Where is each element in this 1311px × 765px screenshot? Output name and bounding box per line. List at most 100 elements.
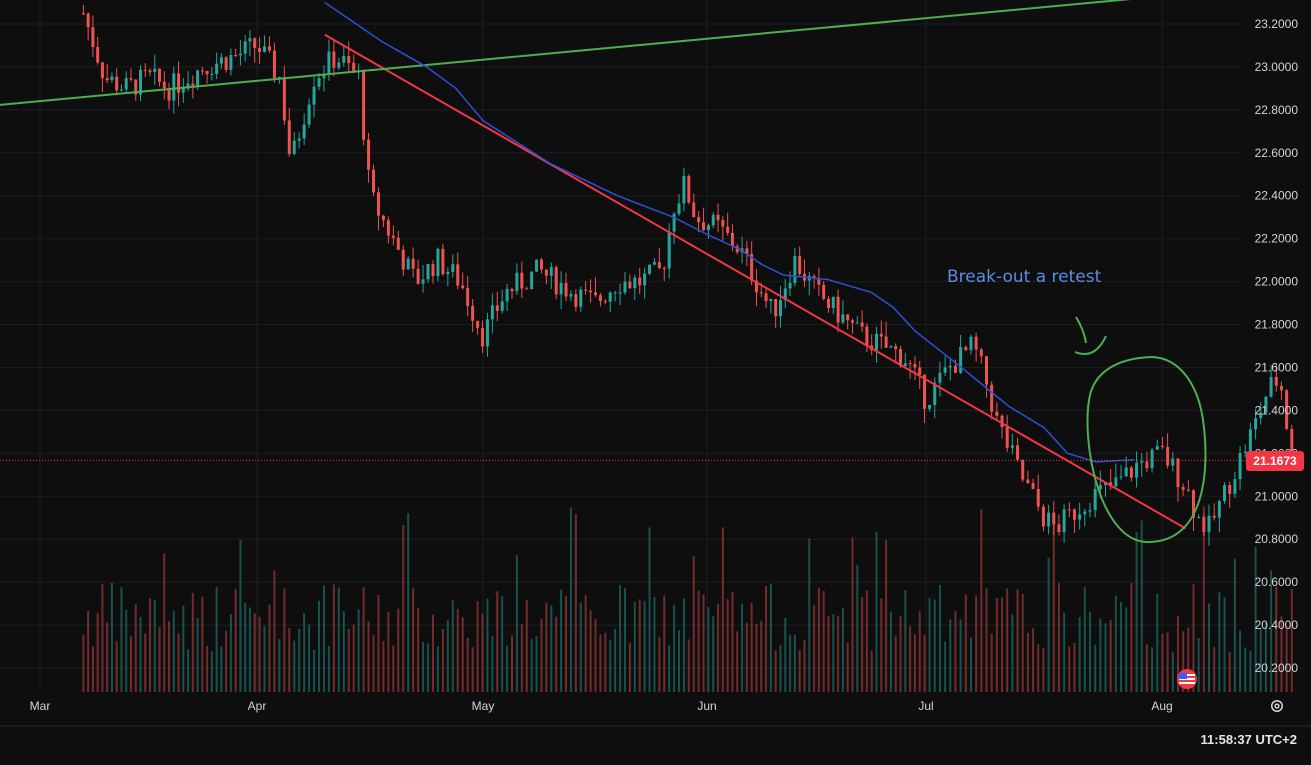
- volume-bar: [1285, 625, 1288, 692]
- candle-body: [759, 292, 763, 294]
- volume-bar: [288, 627, 291, 692]
- candle-body: [1114, 477, 1118, 487]
- candle-body: [1052, 512, 1056, 525]
- candle-body: [1279, 385, 1283, 391]
- candle-body: [687, 175, 691, 203]
- volume-bar: [1109, 620, 1112, 692]
- ascending-support-line[interactable]: [0, 0, 1162, 106]
- candle-body: [490, 305, 494, 320]
- volume-bar: [1130, 583, 1133, 692]
- volume-bar: [1068, 646, 1071, 692]
- candle-body: [381, 215, 385, 221]
- volume-bar: [322, 585, 325, 692]
- candle-body: [1176, 458, 1180, 488]
- candle-body: [1119, 476, 1123, 478]
- candle-body: [974, 336, 978, 350]
- volume-bar: [980, 509, 983, 692]
- candle-body: [1186, 489, 1190, 491]
- volume-bar: [515, 555, 518, 692]
- candle-body: [495, 305, 499, 311]
- volume-bar: [745, 622, 748, 692]
- candle-body: [263, 46, 267, 52]
- candle-body: [167, 88, 171, 101]
- candle-body: [559, 282, 563, 295]
- volume-bar: [969, 637, 972, 692]
- candle-body: [219, 57, 223, 64]
- candle-body: [177, 73, 181, 93]
- volume-bar: [1073, 642, 1076, 692]
- candle-body: [618, 292, 622, 294]
- volume-bar: [422, 641, 425, 692]
- candle-body: [471, 305, 475, 321]
- volume-bar: [407, 513, 410, 692]
- candle-body: [1233, 479, 1237, 494]
- candle-body: [530, 271, 534, 290]
- volume-bar: [697, 590, 700, 692]
- volume-bar: [1166, 632, 1169, 692]
- candle-body: [1000, 415, 1004, 428]
- candle-body: [544, 269, 548, 276]
- volume-bar: [793, 634, 796, 692]
- us-flag-icon[interactable]: [1176, 668, 1198, 690]
- candle-body: [1072, 509, 1076, 520]
- candle-body: [643, 273, 647, 286]
- volume-bar: [579, 602, 582, 692]
- volume-bar: [1171, 651, 1174, 692]
- candle-body: [860, 322, 864, 327]
- gear-icon[interactable]: [1268, 697, 1286, 715]
- candle-body: [706, 225, 710, 231]
- volume-bar: [540, 618, 543, 692]
- volume-bar: [765, 585, 768, 692]
- volume-bar: [545, 602, 548, 692]
- candle-body: [200, 70, 204, 72]
- candle-body: [1155, 445, 1159, 450]
- volume-bar: [938, 584, 941, 692]
- candle-body: [1171, 458, 1175, 466]
- descending-trendline[interactable]: [324, 33, 1187, 530]
- volume-bar: [149, 598, 152, 692]
- volume-bar: [1125, 607, 1128, 692]
- volume-bar: [501, 596, 504, 692]
- candle-body: [774, 299, 778, 317]
- candle-body: [594, 292, 598, 296]
- candle-body: [153, 68, 157, 73]
- candle-body: [879, 333, 883, 337]
- volume-bar: [187, 649, 190, 692]
- volume-bar: [535, 636, 538, 692]
- volume-bar: [313, 649, 316, 692]
- volume-bar: [258, 616, 261, 692]
- candle-body: [277, 76, 281, 79]
- candle-body: [456, 264, 460, 286]
- candle-body: [735, 246, 739, 253]
- candle-body: [436, 248, 440, 277]
- volume-bar: [918, 611, 921, 692]
- volume-bar: [1145, 644, 1148, 692]
- candle-body: [662, 268, 666, 270]
- candle-body: [1093, 489, 1097, 511]
- volume-bar: [731, 591, 734, 692]
- volume-bar: [909, 626, 912, 692]
- volume-bar: [678, 630, 680, 692]
- candle-body: [1124, 467, 1128, 477]
- volume-bar: [880, 598, 883, 692]
- volume-bar: [303, 613, 306, 692]
- candle-body: [238, 53, 242, 56]
- candle-body: [451, 264, 455, 272]
- volume-bar: [318, 600, 321, 692]
- candle-body: [312, 86, 316, 105]
- volume-bar: [125, 609, 128, 692]
- volume-bar: [402, 525, 405, 692]
- volume-bar: [1026, 632, 1029, 692]
- volume-bar: [609, 639, 612, 692]
- volume-bar: [506, 645, 509, 692]
- candle-body: [721, 220, 725, 227]
- volume-bar: [1011, 614, 1014, 692]
- volume-bar: [1032, 628, 1035, 692]
- volume-bar: [827, 616, 830, 692]
- candle-body: [539, 259, 543, 270]
- annotation-ellipse: [1086, 355, 1207, 544]
- volume-bar: [456, 608, 459, 692]
- volume-bar: [638, 599, 641, 692]
